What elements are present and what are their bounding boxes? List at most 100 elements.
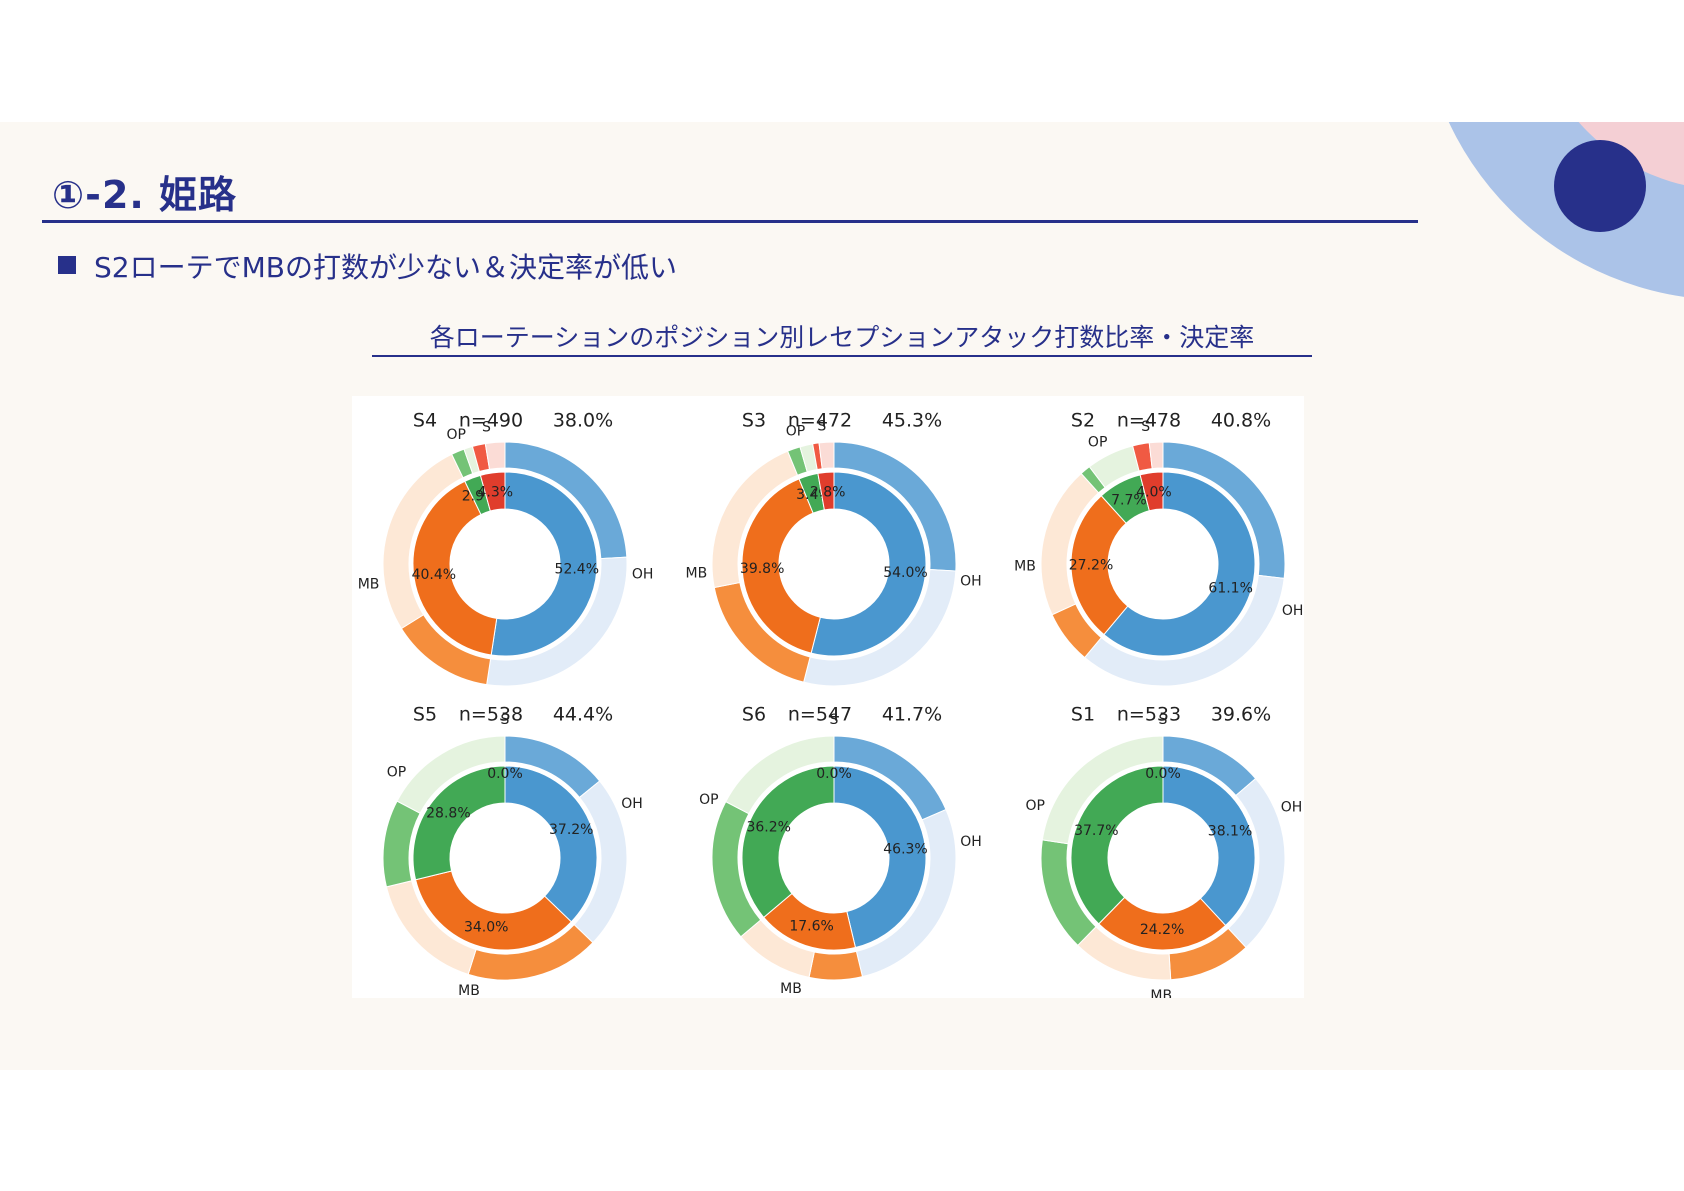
overall-rate: 39.6% — [1211, 704, 1271, 726]
category-label-s: S — [1141, 419, 1150, 435]
inner-slice-mb — [741, 478, 821, 654]
inner-slice-mb — [415, 870, 572, 951]
share-label-s: 2.8% — [810, 484, 846, 500]
category-label-mb: MB — [685, 566, 707, 582]
share-label-s: 0.0% — [816, 766, 852, 782]
rotation-label: S6 — [742, 704, 766, 726]
inner-slice-oh — [810, 471, 927, 657]
category-label-op: OP — [1025, 798, 1044, 814]
outer-slice-s-other — [1148, 441, 1164, 470]
category-label-mb: MB — [780, 981, 802, 997]
inner-slice-op — [741, 765, 835, 919]
decorative-circles — [1448, 122, 1684, 297]
inner-slice-s — [817, 471, 835, 511]
sample-count: n=547 — [788, 704, 852, 726]
donut-s6: S6 n=547 41.7% 46.3% OH 17.6% MB 36.2% OP 0.0% S — [699, 704, 982, 998]
category-label-op: OP — [786, 423, 805, 439]
category-label-oh: OH — [960, 573, 982, 589]
share-label-mb: 34.0% — [464, 920, 508, 936]
category-label-op: OP — [699, 792, 718, 808]
bullet-text: S2ローテでMBの打数が少ない＆決定率が低い — [94, 251, 677, 284]
category-label-oh: OH — [632, 566, 654, 582]
share-label-op: 28.8% — [426, 806, 470, 822]
share-label-s: 4.0% — [1136, 485, 1172, 501]
share-label-op: 37.7% — [1074, 823, 1118, 839]
sample-count: n=478 — [1117, 410, 1181, 432]
inner-slice-s — [479, 471, 506, 512]
category-label-op: OP — [1088, 434, 1107, 450]
share-label-oh: 61.1% — [1208, 581, 1252, 597]
share-label-mb: 24.2% — [1140, 922, 1184, 938]
share-label-oh: 38.1% — [1208, 824, 1252, 840]
chart-panel: S4 n=490 38.0% 52.4% OH 40.4% MB 2.9% OP 4.3% S S3 n… — [352, 396, 1304, 1004]
inner-slice-oh — [504, 765, 598, 923]
rotation-label: S4 — [413, 410, 437, 432]
chart-title: 各ローテーションのポジション別レセプションアタック打数比率・決定率 — [429, 323, 1255, 352]
category-label-op: OP — [446, 427, 465, 443]
slide: ①-2. 姫路 S2ローテでMBの打数が少ない＆決定率が低い 各ローテーションの… — [0, 122, 1684, 1070]
page-title: ①-2. 姫路 — [52, 173, 238, 217]
share-label-op: 7.7% — [1111, 493, 1147, 509]
bullet-square-icon — [58, 256, 76, 274]
overall-rate: 38.0% — [553, 410, 613, 432]
rotation-label: S2 — [1071, 410, 1095, 432]
category-label-mb: MB — [1014, 559, 1036, 575]
category-label-oh: OH — [1282, 603, 1304, 619]
share-label-oh: 37.2% — [549, 822, 593, 838]
chart-title-divider — [372, 355, 1312, 357]
category-label-mb: MB — [458, 983, 480, 998]
donut-s5: S5 n=538 44.4% 37.2% OH 34.0% MB 28.8% OP 0.0% S — [382, 704, 643, 999]
overall-rate: 41.7% — [882, 704, 942, 726]
sample-count: n=490 — [459, 410, 523, 432]
category-label-oh: OH — [960, 834, 982, 850]
rotation-label: S3 — [742, 410, 766, 432]
category-label-s: S — [482, 419, 491, 435]
category-label-s: S — [830, 712, 839, 728]
category-label-s: S — [1159, 712, 1168, 728]
category-label-mb: MB — [1150, 988, 1172, 998]
deco-dot — [1554, 140, 1646, 232]
share-label-s: 0.0% — [1145, 766, 1181, 782]
donut-s2: S2 n=478 40.8% 61.1% OH 27.2% MB 7.7% OP 4.0% S — [1014, 410, 1303, 687]
share-label-s: 4.3% — [478, 485, 514, 501]
share-label-mb: 40.4% — [412, 567, 456, 583]
share-label-mb: 39.8% — [740, 561, 784, 577]
outer-slice-op-other — [725, 735, 835, 815]
category-label-mb: MB — [358, 577, 380, 593]
inner-slice-oh — [833, 765, 927, 949]
category-label-s: S — [501, 712, 510, 728]
inner-slice-oh — [490, 471, 598, 657]
rotation-label: S5 — [413, 704, 437, 726]
overall-rate: 40.8% — [1211, 410, 1271, 432]
rotation-label: S1 — [1071, 704, 1095, 726]
sample-count: n=472 — [788, 410, 852, 432]
inner-slice-op — [1070, 765, 1164, 925]
inner-slice-oh — [1162, 765, 1256, 927]
category-label-op: OP — [387, 765, 406, 781]
share-label-s: 0.0% — [487, 766, 523, 782]
sample-count: n=533 — [1117, 704, 1181, 726]
outer-slice-mb-kill — [808, 950, 864, 981]
share-label-mb: 17.6% — [789, 918, 833, 934]
share-label-oh: 54.0% — [883, 565, 927, 581]
outer-slice-s-other — [818, 441, 835, 470]
overall-rate: 44.4% — [553, 704, 613, 726]
share-label-oh: 46.3% — [883, 842, 927, 858]
share-label-oh: 52.4% — [555, 561, 599, 577]
outer-slice-s-other — [484, 441, 506, 470]
category-label-s: S — [817, 419, 826, 435]
donut-s1: S1 n=533 39.6% 38.1% OH 24.2% MB 37.7% OP 0.0% S — [1025, 704, 1303, 1004]
category-label-oh: OH — [621, 796, 643, 812]
outer-slice-op-other — [396, 735, 506, 814]
inner-slice-s — [1139, 471, 1164, 512]
category-label-oh: OH — [1281, 800, 1303, 816]
title-divider — [42, 220, 1418, 223]
share-label-op: 36.2% — [746, 820, 790, 836]
inner-slice-mb — [412, 480, 498, 656]
outer-slice-op-other — [1041, 735, 1164, 845]
share-label-mb: 27.2% — [1069, 557, 1113, 573]
sample-count: n=538 — [459, 704, 523, 726]
